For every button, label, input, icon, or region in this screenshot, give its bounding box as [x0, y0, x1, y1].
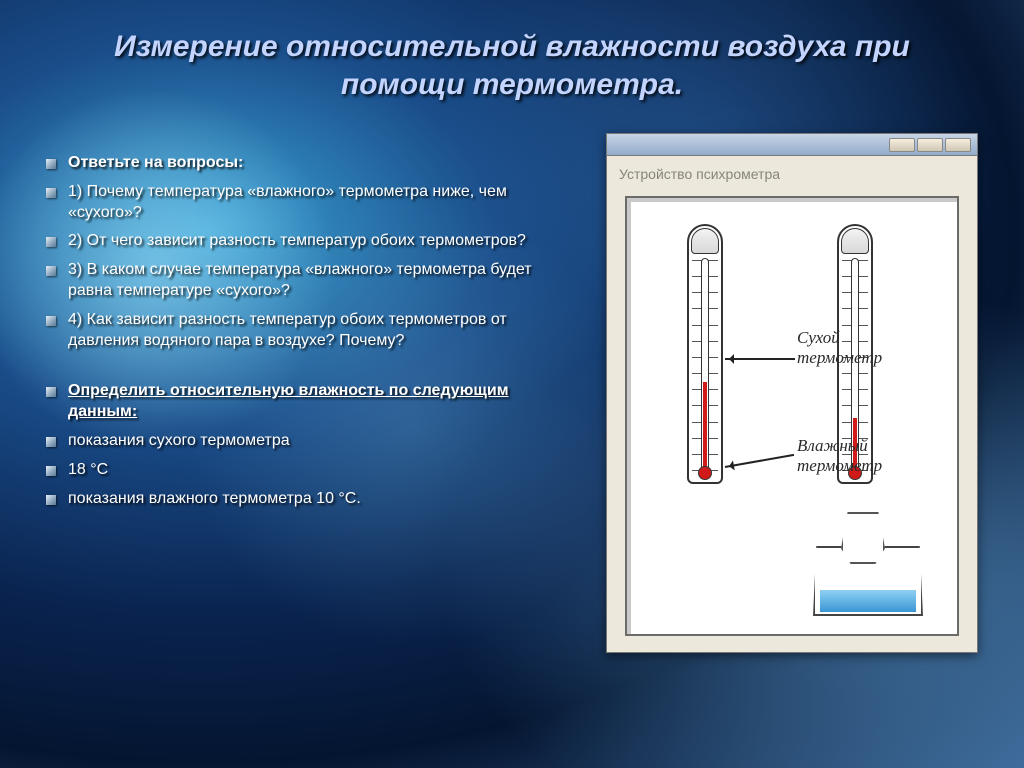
question-1: 1) Почему температура «влажного» термоме… — [38, 182, 578, 224]
dry-thermometer — [687, 224, 723, 484]
question-3: 3) В каком случае температура «влажного»… — [38, 260, 578, 302]
question-4: 4) Как зависит разность температур обоих… — [38, 310, 578, 352]
window-button-icon — [917, 138, 943, 152]
water-container — [813, 546, 923, 616]
panel-titlebar — [607, 134, 977, 156]
slide-title: Измерение относительной влажности воздух… — [38, 28, 986, 103]
bullet-list: Ответьте на вопросы: 1) Почему температу… — [38, 153, 578, 351]
title-line-2: помощи термометра. — [341, 68, 683, 101]
task-line-1: показания сухого термометра — [38, 431, 578, 452]
panel-caption: Устройство психрометра — [607, 156, 977, 188]
task-list: Определить относительную влажность по сл… — [38, 381, 578, 509]
text-column: Ответьте на вопросы: 1) Почему температу… — [38, 133, 578, 517]
content-row: Ответьте на вопросы: 1) Почему температу… — [38, 133, 986, 653]
arrow-wet-icon — [725, 454, 794, 468]
dry-label: Сухойтермометр — [797, 328, 947, 367]
diagram-area: Сухойтермометр Влажныйтермометр — [625, 196, 959, 636]
task-line-2: 18 °C — [38, 460, 578, 481]
wet-label: Влажныйтермометр — [797, 436, 957, 475]
questions-heading: Ответьте на вопросы: — [38, 153, 578, 174]
wet-cloth — [841, 512, 885, 564]
task-heading: Определить относительную влажность по сл… — [38, 381, 578, 423]
title-line-1: Измерение относительной влажности воздух… — [114, 30, 910, 63]
slide: Измерение относительной влажности воздух… — [0, 0, 1024, 768]
task-line-3: показания влажного термометра 10 °C. — [38, 489, 578, 510]
window-button-icon — [889, 138, 915, 152]
psychrometer-panel: Устройство психрометра — [606, 133, 978, 653]
question-2: 2) От чего зависит разность температур о… — [38, 231, 578, 252]
arrow-dry-icon — [725, 358, 795, 360]
spacer — [38, 359, 578, 381]
window-button-icon — [945, 138, 971, 152]
diagram-column: Устройство психрометра — [598, 133, 986, 653]
